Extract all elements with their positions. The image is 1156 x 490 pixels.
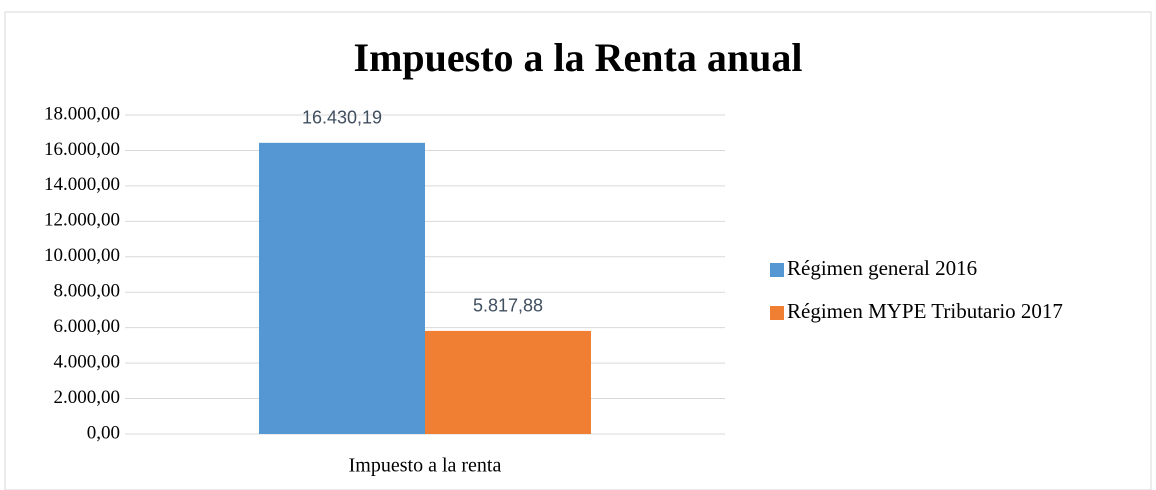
y-tick-label: 14.000,00 [44,174,120,195]
y-tick-label: 6.000,00 [54,316,121,337]
y-tick-label: 16.000,00 [44,139,120,160]
legend-label: Régimen general 2016 [787,256,977,280]
legend-label: Régimen MYPE Tributario 2017 [787,299,1063,323]
y-tick-label: 10.000,00 [44,245,120,266]
y-tick-label: 8.000,00 [54,281,121,302]
y-tick-label: 18.000,00 [44,103,120,124]
x-tick-label: Impuesto a la renta [349,455,502,477]
bar [425,330,591,434]
value-label: 16.430,19 [302,108,382,128]
chart-title: Impuesto a la Renta anual [354,35,803,80]
legend-swatch [770,263,784,277]
y-tick-label: 2.000,00 [54,387,121,408]
y-tick-label: 4.000,00 [54,351,121,372]
bar [259,142,425,434]
y-tick-label: 0,00 [87,422,120,443]
legend-swatch [770,306,784,320]
y-tick-label: 12.000,00 [44,210,120,231]
value-label: 5.817,88 [473,296,543,316]
